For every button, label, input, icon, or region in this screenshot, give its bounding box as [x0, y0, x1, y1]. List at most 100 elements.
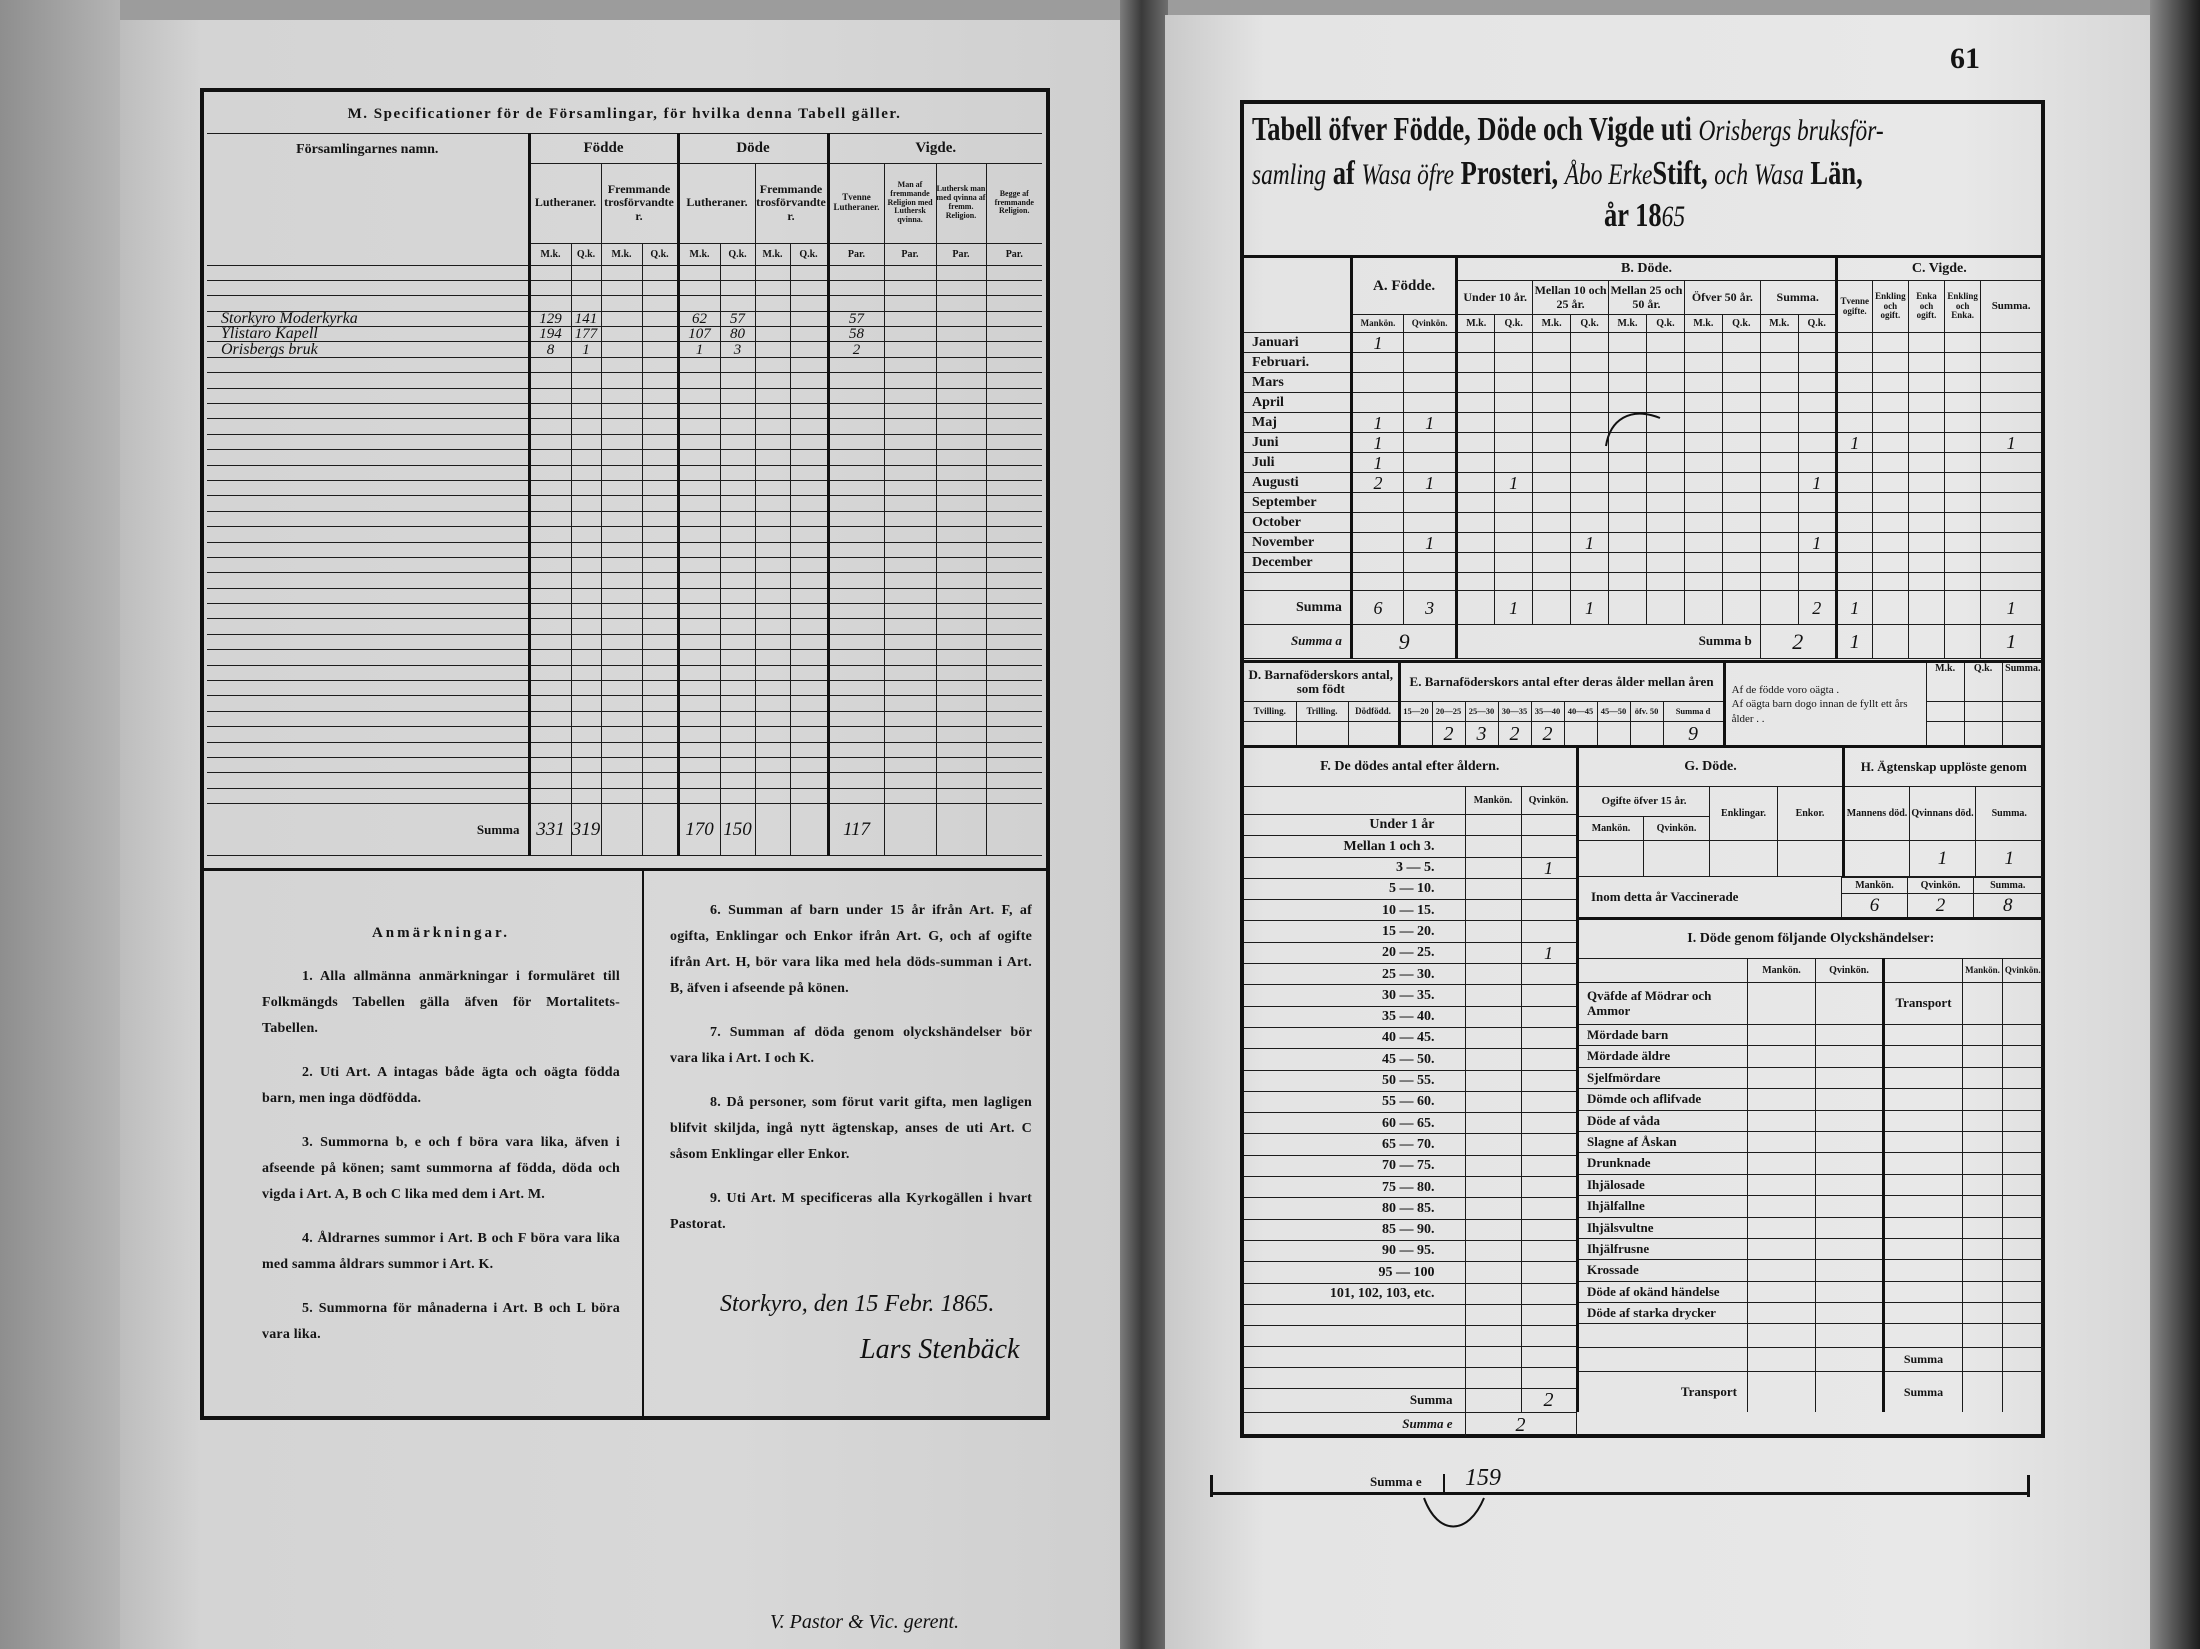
parish-value — [826, 756, 885, 774]
age-row: 75 — 80. — [1244, 1176, 1577, 1199]
parish-value — [600, 295, 643, 312]
parish-value — [641, 633, 679, 651]
accident-label: Slagne af Åskan — [1576, 1130, 1748, 1154]
month-value — [1570, 552, 1610, 573]
qk-header: Q.k. — [1494, 314, 1534, 333]
table-row — [207, 741, 1043, 759]
parish-value — [935, 526, 987, 543]
month-value — [1759, 332, 1799, 353]
month-value — [1494, 372, 1534, 393]
parish-value — [985, 664, 1043, 682]
parish-value — [719, 556, 756, 574]
accident-row: Qväfde af Mödrar och Ammor Transport — [1576, 982, 2043, 1025]
scan-edge-left — [0, 0, 120, 1649]
parish-name — [207, 295, 530, 312]
parish-value — [676, 772, 721, 789]
month-value — [1797, 572, 1837, 591]
parish-name — [207, 356, 530, 374]
g-female-header: Qvinkön. — [1643, 816, 1710, 841]
month-label: Maj — [1244, 412, 1352, 433]
month-value — [1834, 472, 1873, 493]
month-value — [1907, 552, 1946, 573]
qk-header: Q.k. — [1645, 314, 1685, 333]
parish-value — [719, 510, 756, 528]
parish-value — [985, 341, 1043, 358]
table-row — [207, 449, 1043, 466]
parish-value — [676, 741, 721, 759]
summa-male — [1464, 1387, 1522, 1413]
parish-value — [754, 756, 791, 774]
month-value — [1834, 352, 1873, 373]
parish-value — [826, 418, 885, 435]
month-value: 1 — [1797, 532, 1837, 553]
title-year-handwritten: 65 — [1661, 200, 1686, 233]
parish-name — [207, 633, 530, 651]
parish-value — [570, 295, 602, 312]
table-row — [207, 603, 1043, 620]
right-page-frame — [1240, 100, 2045, 1438]
month-value — [1944, 572, 1982, 591]
age-female-value — [1520, 1239, 1577, 1263]
month-value — [1907, 372, 1946, 393]
parish-value — [754, 418, 791, 435]
e-value: 2 — [1497, 721, 1532, 747]
table-row — [207, 372, 1043, 389]
parish-value — [826, 356, 885, 374]
parish-value — [676, 356, 721, 374]
married-foreign-man-header: Man af fremmande Religion med Luthersk q… — [883, 162, 937, 244]
age-male-value — [1464, 1154, 1522, 1178]
table-row — [207, 756, 1043, 774]
month-value — [1570, 572, 1610, 591]
transport-female-value — [2001, 1195, 2043, 1218]
parish-value — [883, 556, 937, 574]
month-value — [1907, 532, 1946, 553]
month-value — [1834, 492, 1873, 513]
parish-value — [935, 603, 987, 620]
transport-male-value — [1962, 1216, 2003, 1239]
month-value — [1759, 532, 1799, 553]
e-value — [1629, 721, 1664, 747]
table-row — [207, 664, 1043, 682]
parish-value — [676, 279, 721, 297]
transport-male-value — [1962, 1302, 2003, 1325]
accident-row: Ihjälsvultne — [1576, 1216, 2043, 1239]
month-value — [1455, 392, 1496, 413]
parish-value — [935, 418, 987, 435]
month-value — [1871, 352, 1909, 373]
parish-value — [719, 726, 756, 743]
month-value — [1532, 392, 1572, 413]
age-label: 5 — 10. — [1244, 877, 1466, 901]
month-value — [1980, 332, 2041, 353]
parish-value — [883, 633, 937, 651]
parish-value — [826, 633, 885, 651]
born-header: Födde — [527, 132, 679, 164]
mk-header: M.k. — [1683, 314, 1723, 333]
blank-cell — [1815, 1347, 1884, 1373]
transport-cell — [1882, 1130, 1963, 1154]
month-value — [1532, 432, 1572, 453]
blank-cell — [1464, 1345, 1522, 1368]
parish-value — [935, 787, 987, 805]
month-value — [1797, 512, 1837, 533]
month-value — [1683, 590, 1723, 625]
month-value — [1759, 572, 1799, 591]
vaccinated-male-header: Mankön. — [1841, 877, 1908, 894]
month-value — [1871, 432, 1909, 453]
married-widower-widow-header: Enkling och Enka. — [1944, 280, 1982, 333]
accident-label: Ihjälfallne — [1576, 1195, 1748, 1218]
parish-value — [641, 479, 679, 497]
parish-value — [676, 510, 721, 528]
parish-value — [935, 326, 987, 343]
blank-row: Summa — [1576, 1347, 2043, 1373]
month-value — [1759, 492, 1799, 513]
accident-male-value — [1747, 1023, 1816, 1047]
i-transport-female-header: Qvinkön. — [2001, 958, 2043, 983]
accident-label: Ihjälfrusne — [1576, 1237, 1748, 1261]
month-label: Februari. — [1244, 352, 1352, 373]
parish-value — [754, 295, 791, 312]
parish-value — [985, 787, 1043, 805]
age-label: 10 — 15. — [1244, 899, 1466, 922]
parish-value — [641, 418, 679, 435]
parish-value — [985, 526, 1043, 543]
